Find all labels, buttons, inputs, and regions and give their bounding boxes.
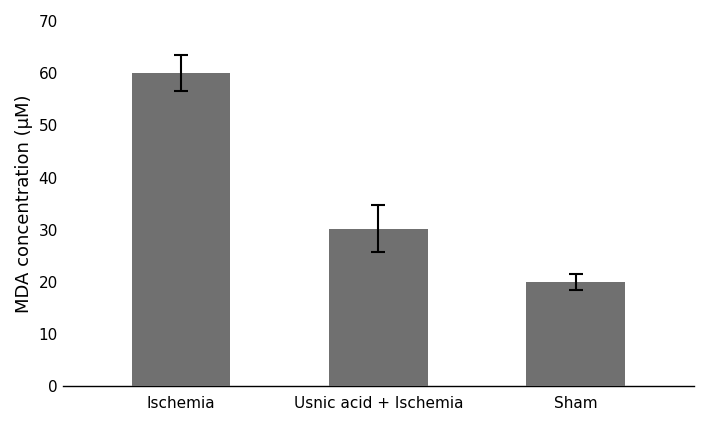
Bar [132, 73, 230, 386]
Y-axis label: MDA concentration (μM): MDA concentration (μM) [15, 95, 33, 313]
Bar [329, 229, 428, 386]
Bar [526, 282, 625, 386]
